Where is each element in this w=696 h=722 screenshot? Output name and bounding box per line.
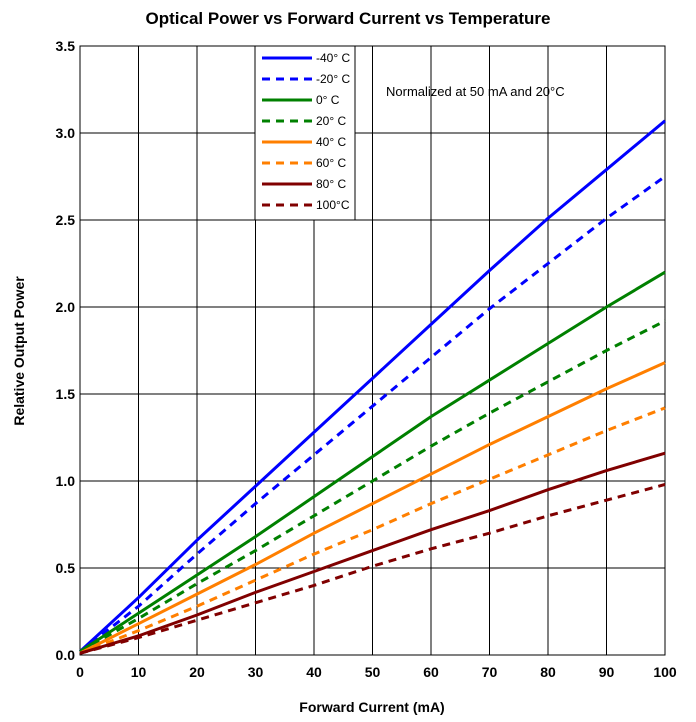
- x-tick-label: 40: [306, 664, 322, 680]
- x-tick-label: 70: [482, 664, 498, 680]
- legend-label: 60° C: [316, 156, 346, 170]
- series-line: [78, 119, 666, 653]
- legend-label: 20° C: [316, 114, 346, 128]
- legend: -40° C -20° C 0° C 20° C 40° C 60° C 80° C 100°…: [254, 45, 356, 221]
- chart-title: Optical Power vs Forward Current vs Temp…: [146, 9, 551, 28]
- legend-label: 0° C: [316, 93, 340, 107]
- plot-area-border: [79, 45, 666, 656]
- series-line: [79, 406, 666, 655]
- y-tick-label: 1.0: [56, 473, 76, 489]
- x-tick-label: 10: [131, 664, 147, 680]
- x-tick-label: 50: [365, 664, 381, 680]
- series-lines: [78, 119, 666, 655]
- y-tick-label: 0.0: [56, 647, 76, 663]
- y-tick-label: 3.5: [56, 38, 76, 54]
- legend-label: 100°C: [316, 198, 350, 212]
- series-line: [79, 270, 666, 653]
- series-line: [79, 175, 666, 653]
- x-tick-label: 90: [599, 664, 615, 680]
- x-tick-label: 30: [248, 664, 264, 680]
- x-tick-label: 0: [76, 664, 84, 680]
- normalization-note: Normalized at 50 mA and 20°C: [386, 84, 565, 99]
- y-tick-label: 1.5: [56, 386, 76, 402]
- series-line: [79, 361, 666, 655]
- x-tick-label: 20: [189, 664, 205, 680]
- x-tick-label: 80: [540, 664, 556, 680]
- y-axis-label: Relative Output Power: [11, 276, 27, 426]
- x-tick-label: 100: [653, 664, 677, 680]
- legend-box: [254, 45, 356, 221]
- grid: [79, 45, 666, 656]
- y-tick-label: 2.0: [56, 299, 76, 315]
- series-line: [79, 319, 666, 653]
- legend-label: 40° C: [316, 135, 346, 149]
- series-line: [79, 451, 666, 655]
- y-tick-label: 2.5: [56, 212, 76, 228]
- y-tick-label: 3.0: [56, 125, 76, 141]
- x-axis-label: Forward Current (mA): [299, 699, 444, 715]
- y-tick-label: 0.5: [56, 560, 76, 576]
- x-tick-label: 60: [423, 664, 439, 680]
- series-line: [79, 483, 666, 655]
- legend-label: 80° C: [316, 177, 346, 191]
- legend-label: -20° C: [316, 72, 350, 86]
- tick-labels: 0 10 20 30 40 50 60 70 80 90 100 0.0 0.5 1.0 1.5 2.0 2.5…: [56, 38, 677, 680]
- legend-label: -40° C: [316, 51, 350, 65]
